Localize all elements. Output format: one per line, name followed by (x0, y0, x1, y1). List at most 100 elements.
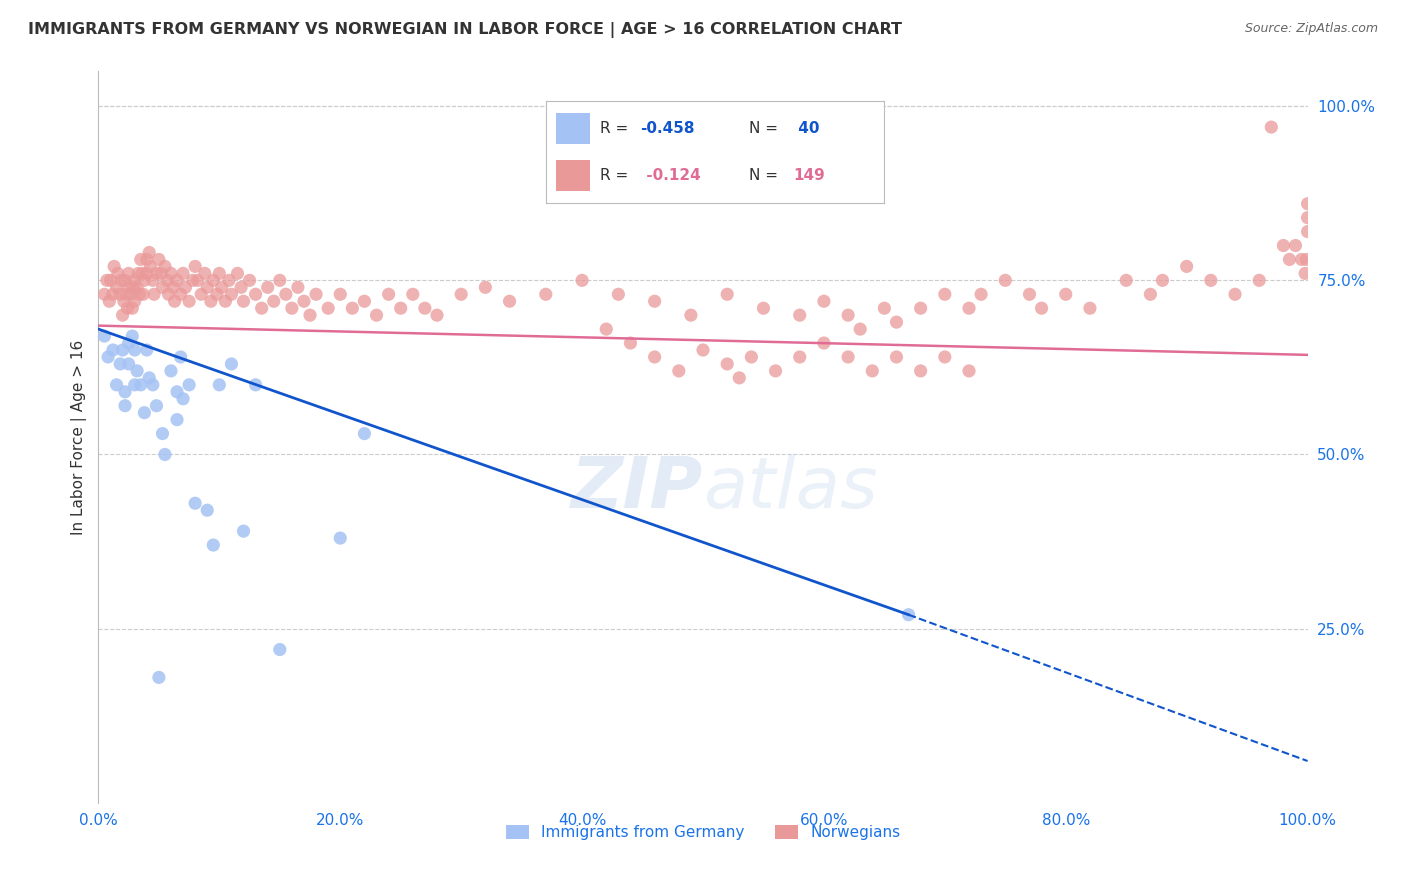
Text: IMMIGRANTS FROM GERMANY VS NORWEGIAN IN LABOR FORCE | AGE > 16 CORRELATION CHART: IMMIGRANTS FROM GERMANY VS NORWEGIAN IN … (28, 22, 903, 38)
Point (716, 357, 738, 371)
Point (1294, 266, 1316, 280)
Point (179, 294, 201, 309)
Point (218, 273, 240, 287)
Point (1296, 225, 1319, 239)
Point (897, 607, 920, 622)
Point (644, 350, 666, 364)
Point (202, 273, 225, 287)
Point (1291, 252, 1313, 267)
Point (1031, 301, 1053, 316)
Point (1296, 196, 1319, 211)
Point (250, 301, 273, 316)
Point (124, 377, 146, 392)
Point (934, 287, 956, 301)
Point (221, 287, 243, 301)
Point (292, 294, 315, 309)
Point (269, 273, 291, 287)
Point (239, 273, 262, 287)
Point (957, 301, 980, 316)
Point (134, 273, 156, 287)
Point (118, 266, 141, 280)
Point (200, 294, 222, 309)
Point (108, 287, 131, 301)
Point (789, 308, 811, 322)
Point (142, 273, 165, 287)
Point (1078, 301, 1101, 316)
Point (93, 329, 115, 343)
Point (93, 287, 115, 301)
Point (873, 301, 896, 316)
Point (117, 301, 139, 316)
Point (353, 294, 375, 309)
Point (194, 266, 217, 280)
Point (607, 287, 630, 301)
Point (114, 273, 136, 287)
Point (679, 308, 702, 322)
Point (148, 252, 170, 267)
Point (245, 377, 267, 392)
Point (150, 266, 173, 280)
Point (837, 308, 859, 322)
Point (121, 301, 143, 316)
Point (1260, 120, 1282, 134)
Point (1296, 211, 1319, 225)
Point (152, 426, 174, 441)
Point (595, 322, 617, 336)
Point (131, 266, 153, 280)
Point (202, 538, 225, 552)
Point (105, 280, 128, 294)
Point (118, 336, 141, 351)
Point (195, 280, 218, 294)
Point (205, 287, 228, 301)
Point (163, 294, 186, 309)
Point (269, 642, 291, 657)
Point (860, 364, 883, 378)
Point (299, 308, 322, 322)
Point (232, 524, 254, 538)
Point (103, 260, 125, 274)
Point (287, 280, 309, 294)
Point (174, 280, 197, 294)
Point (342, 301, 364, 316)
Point (132, 287, 155, 301)
Point (765, 364, 787, 378)
Text: atlas: atlas (703, 454, 877, 523)
Point (138, 371, 160, 385)
Point (112, 294, 135, 309)
Text: Source: ZipAtlas.com: Source: ZipAtlas.com (1244, 22, 1378, 36)
Point (172, 266, 194, 280)
Point (1054, 287, 1077, 301)
Point (934, 350, 956, 364)
Point (135, 343, 157, 357)
Point (910, 301, 932, 316)
Point (118, 357, 141, 371)
Point (145, 399, 167, 413)
Point (994, 273, 1017, 287)
Point (124, 294, 146, 309)
Point (184, 496, 207, 510)
Point (135, 266, 157, 280)
Point (316, 301, 339, 316)
Point (274, 287, 297, 301)
Point (143, 287, 166, 301)
Point (148, 670, 170, 684)
Point (1175, 260, 1198, 274)
Point (124, 273, 146, 287)
Point (957, 364, 980, 378)
Legend: Immigrants from Germany, Norwegians: Immigrants from Germany, Norwegians (499, 819, 907, 847)
Point (153, 448, 176, 462)
Point (129, 377, 152, 392)
Point (114, 399, 136, 413)
Point (426, 308, 449, 322)
Point (111, 308, 134, 322)
Point (229, 280, 252, 294)
Point (135, 252, 157, 267)
Point (184, 260, 207, 274)
Text: ZIP: ZIP (571, 454, 703, 523)
Point (740, 350, 762, 364)
Point (534, 287, 557, 301)
Point (114, 384, 136, 399)
Point (160, 364, 183, 378)
Point (181, 273, 204, 287)
Point (1152, 273, 1174, 287)
